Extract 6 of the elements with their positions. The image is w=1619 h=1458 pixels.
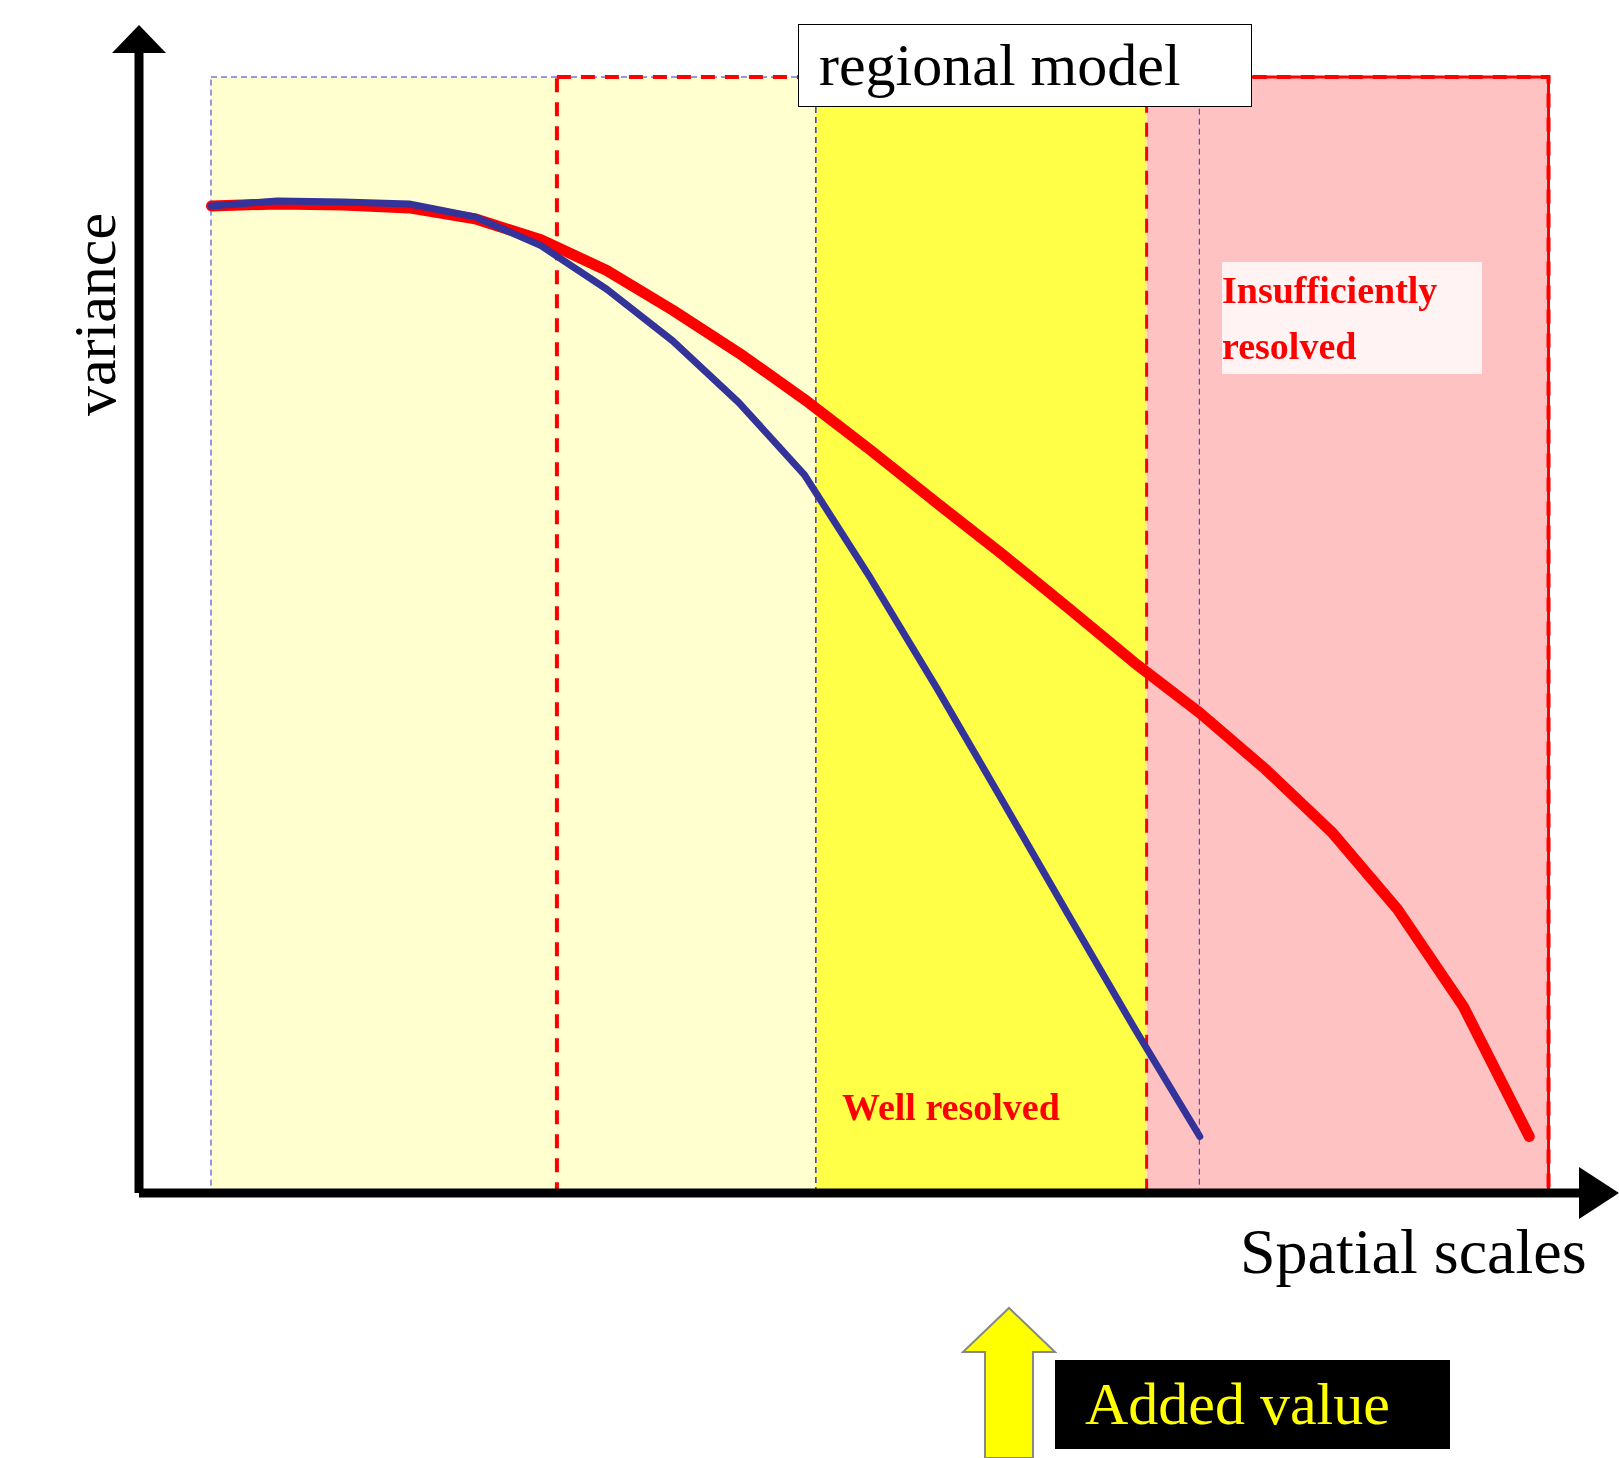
text: regional model [798,24,1252,107]
annotation: Well resolved [842,1085,1060,1129]
y-axis-title: variance [60,211,129,419]
text: Added value [1055,1360,1450,1449]
annotation: Insufficiently resolved [1222,262,1482,374]
x-axis-title: Spatial scales [1240,1215,1587,1289]
